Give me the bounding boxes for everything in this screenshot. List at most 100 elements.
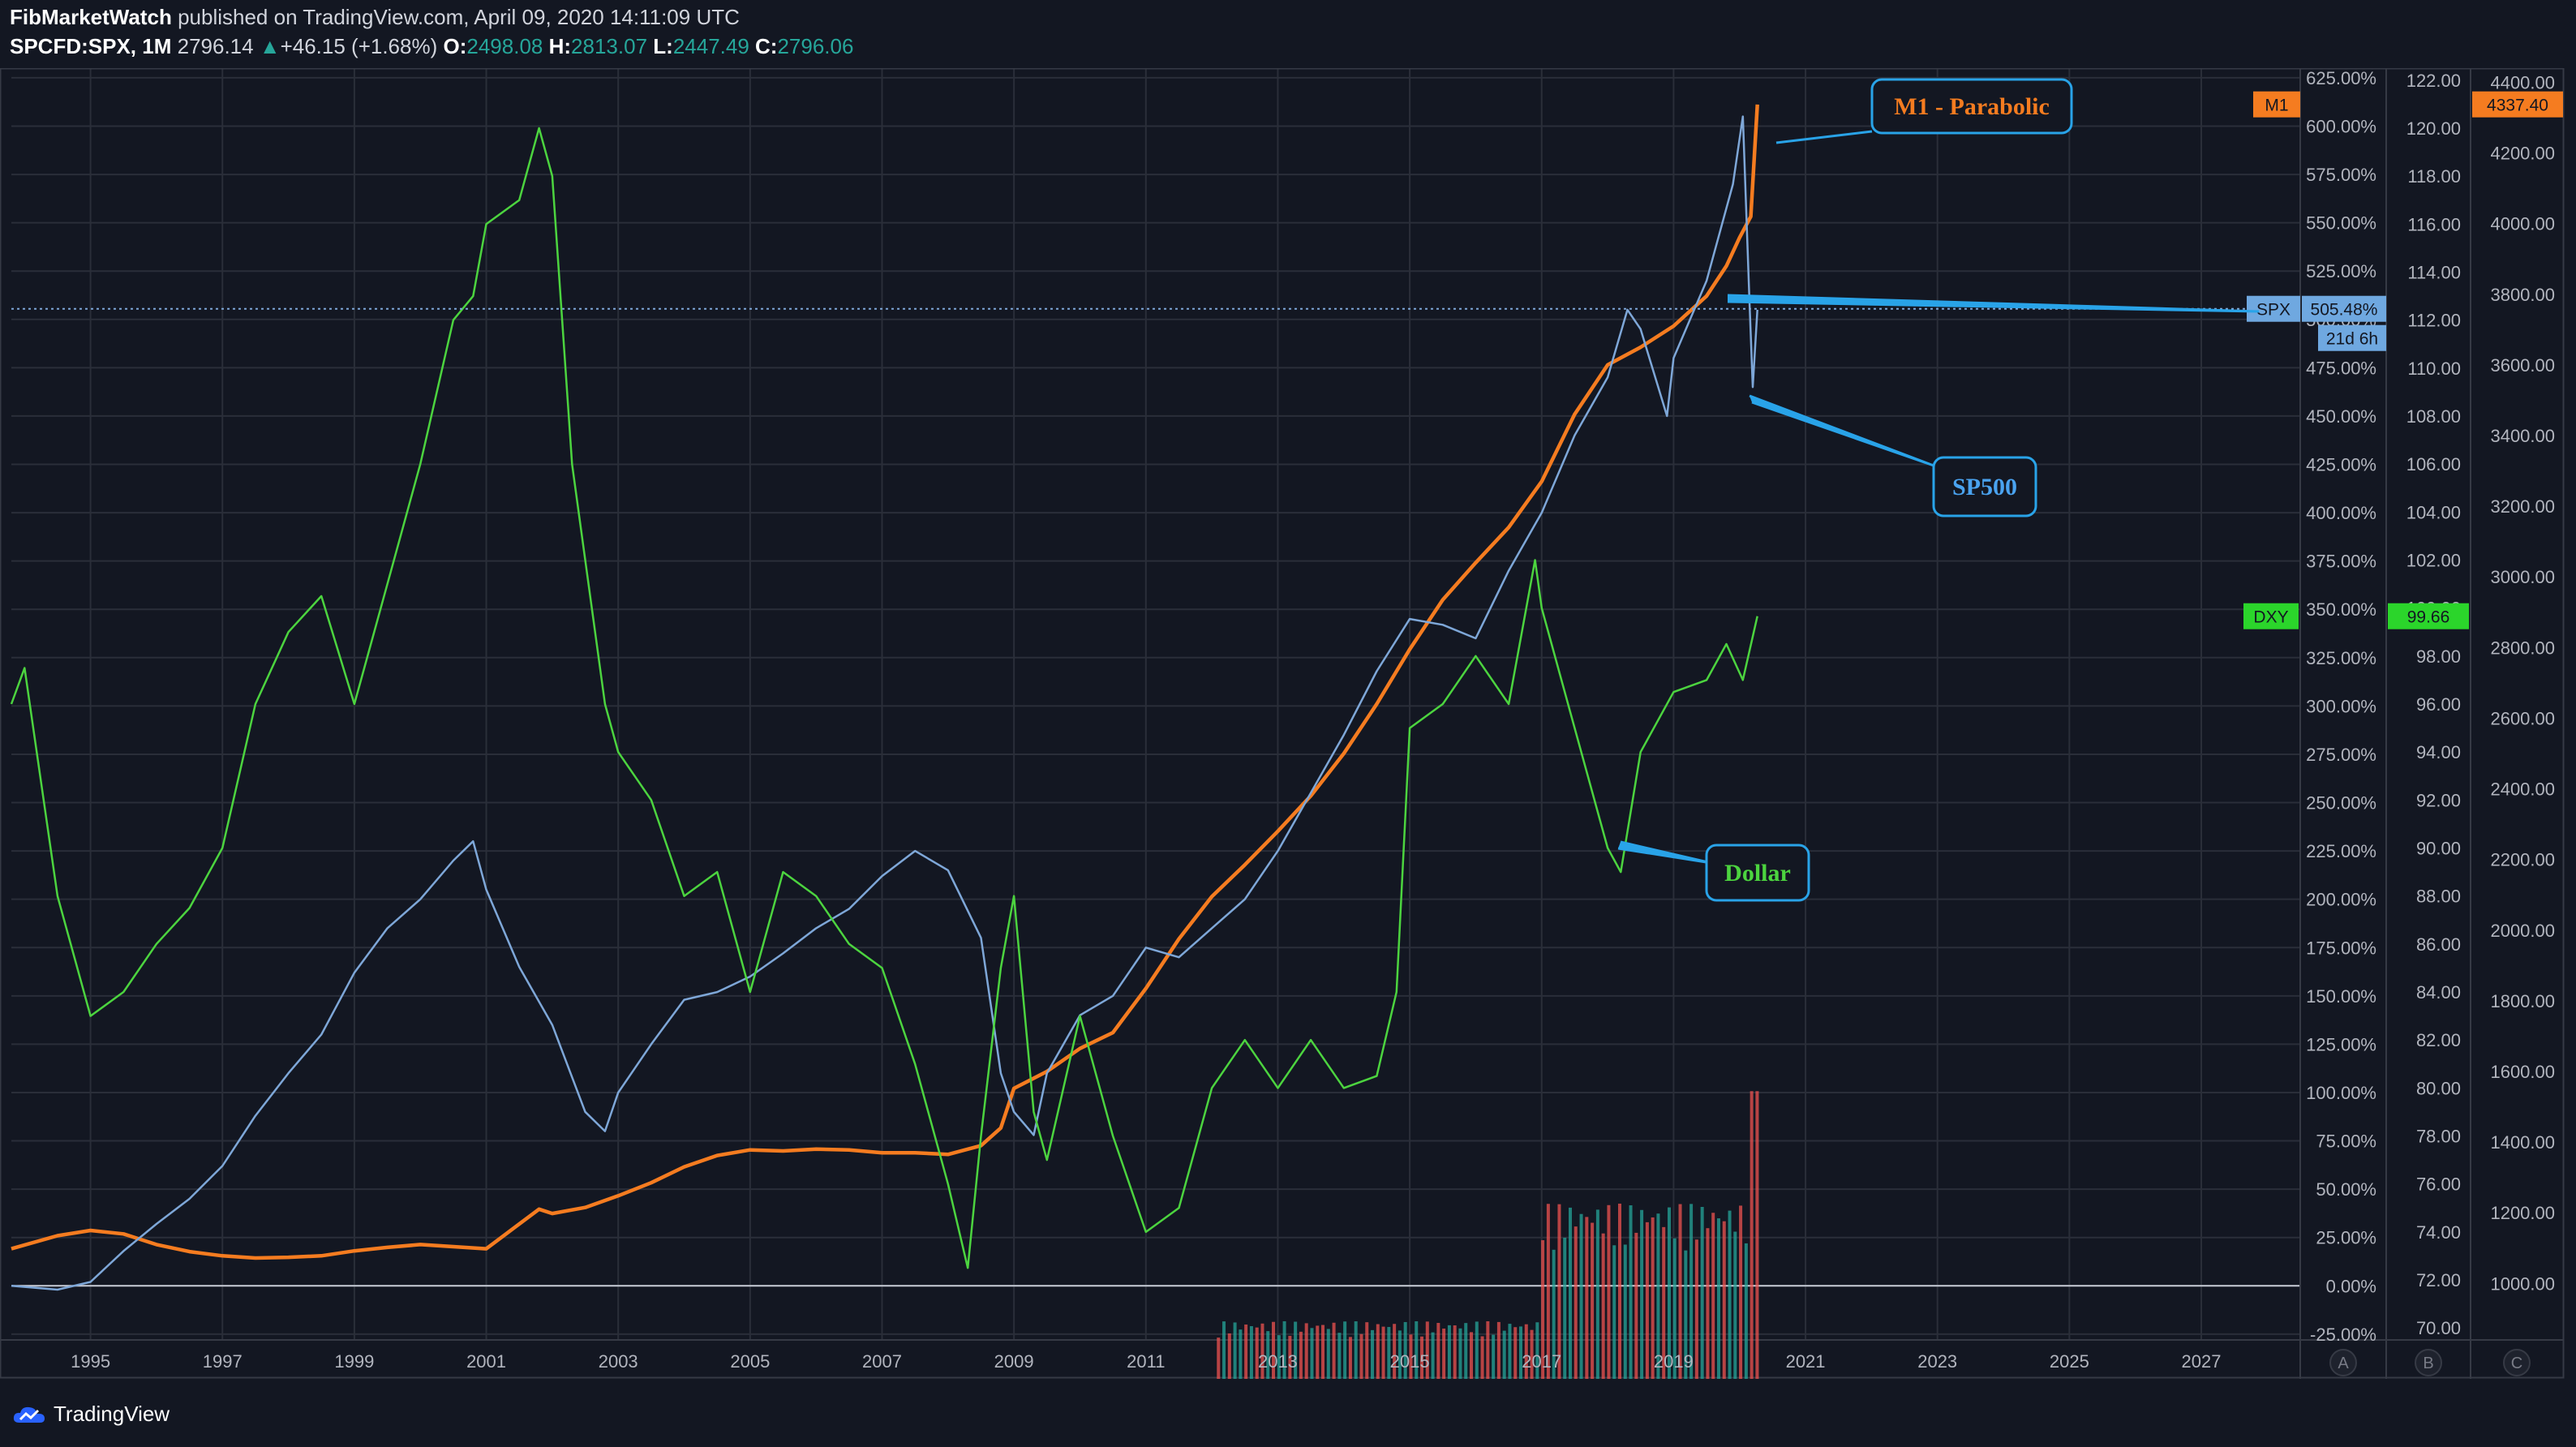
volume-bar <box>1217 1338 1221 1379</box>
dxy-tick-label: 106.00 <box>2406 454 2461 474</box>
m1-tick-label: 2000.00 <box>2490 921 2555 941</box>
m1-tick-label: 2600.00 <box>2490 708 2555 728</box>
pct-tick-label: 25.00% <box>2316 1228 2376 1248</box>
year-tick-label: 2011 <box>1127 1351 1165 1372</box>
dxy-tick-label: 122.00 <box>2406 71 2461 91</box>
chart-background <box>0 68 2576 1379</box>
sp500-callout-box <box>1932 456 2037 517</box>
dxy-last-value-tag-bg <box>2388 603 2469 629</box>
volume-bar <box>1694 1239 1698 1379</box>
chart-footer: TradingView <box>0 1379 2576 1447</box>
publish-info: FibMarketWatch published on TradingView.… <box>10 5 740 30</box>
m1-tick-label: 3600.00 <box>2490 355 2555 376</box>
volume-bar <box>1233 1322 1237 1379</box>
volume-bar <box>1706 1228 1710 1379</box>
year-tick-label: 2007 <box>862 1351 902 1372</box>
low-value: 2447.49 <box>672 34 749 58</box>
volume-bar <box>1623 1244 1627 1379</box>
volume-bar <box>1337 1333 1342 1379</box>
volume-bar <box>1227 1333 1231 1379</box>
pct-tick-label: 275.00% <box>2306 745 2376 765</box>
year-tick-label: 2013 <box>1258 1351 1298 1372</box>
m1-tick-label: 1600.00 <box>2490 1062 2555 1082</box>
axis-labels: 625.00%600.00%575.00%550.00%525.00%500.0… <box>71 68 2555 1372</box>
m1-tick-label: 1400.00 <box>2490 1132 2555 1153</box>
volume-bar <box>1464 1323 1468 1379</box>
volume-bar <box>1431 1332 1435 1379</box>
open-label: O: <box>443 34 467 58</box>
author-name[interactable]: FibMarketWatch <box>10 5 172 29</box>
year-tick-label: 2017 <box>1522 1351 1561 1372</box>
volume-bar <box>1519 1326 1523 1379</box>
published-text: published on TradingView.com, April 09, … <box>178 5 740 29</box>
sp500-callout: SP500 <box>1952 474 2017 500</box>
volume-bar <box>1277 1335 1281 1379</box>
volume-bar <box>1387 1327 1391 1379</box>
volume-bar <box>1316 1325 1320 1379</box>
m1-scale-tag-bg <box>2253 91 2300 118</box>
volume-bar <box>1651 1217 1655 1379</box>
m1-tick-label: 2800.00 <box>2490 638 2555 658</box>
low-label: L: <box>653 34 673 58</box>
volume-bar <box>1716 1218 1720 1379</box>
volume-bar <box>1672 1238 1677 1379</box>
volume-bar <box>1475 1321 1479 1379</box>
volume-bar <box>1304 1323 1308 1379</box>
volume-bar <box>1415 1320 1419 1379</box>
volume-bar <box>1365 1322 1369 1379</box>
volume-bar <box>1568 1207 1572 1379</box>
symbol-label[interactable]: SPCFD:SPX, 1M <box>10 34 172 58</box>
dxy-tick-label: 84.00 <box>2416 982 2461 1003</box>
volume-bar <box>1591 1222 1595 1379</box>
chart-frame <box>0 68 2565 1379</box>
volume-bar <box>1310 1328 1314 1379</box>
year-tick-label: 2009 <box>994 1351 1034 1372</box>
dollar-callout: Dollar <box>1724 860 1791 887</box>
volume-bar <box>1458 1328 1462 1379</box>
year-tick-label: 2023 <box>1917 1351 1957 1372</box>
pct-tick-label: 450.00% <box>2306 406 2376 427</box>
dxy-tick-label: 104.00 <box>2406 502 2461 522</box>
m1-tick-label: 4000.00 <box>2490 214 2555 234</box>
pct-tick-label: 325.00% <box>2306 648 2376 668</box>
pct-tick-label: 225.00% <box>2306 841 2376 861</box>
m1-last-value-tag: 4337.40 <box>2487 97 2548 115</box>
volume-bar <box>1442 1328 1446 1379</box>
dxy-tick-label: 114.00 <box>2407 262 2461 282</box>
tradingview-logo[interactable]: TradingView <box>11 1402 170 1427</box>
scale-button <box>2503 1349 2531 1376</box>
dxy-scale-tag-bg <box>2243 603 2299 629</box>
price-chart[interactable]: 625.00%600.00%575.00%550.00%525.00%500.0… <box>0 68 2576 1379</box>
volume-bar <box>1755 1091 1759 1379</box>
year-tick-label: 2027 <box>2182 1351 2222 1372</box>
m1-tick-label: 1800.00 <box>2490 991 2555 1011</box>
volume-bar <box>1266 1331 1270 1379</box>
close-label: C: <box>755 34 778 58</box>
volume-bar <box>1272 1321 1276 1379</box>
volume-bar <box>1397 1330 1402 1379</box>
m1-callout-box <box>1870 78 2073 135</box>
spx-last-value-tag: 505.48% <box>2311 301 2378 320</box>
m1-tick-label: 1200.00 <box>2490 1203 2555 1223</box>
scale-button-label: B <box>2423 1355 2433 1372</box>
volume-bar <box>1249 1326 1253 1379</box>
volume-bar <box>1684 1250 1688 1379</box>
dxy-tick-label: 78.00 <box>2416 1127 2461 1147</box>
volume-bar <box>1601 1233 1605 1379</box>
series-line-m1 <box>11 104 1759 1260</box>
m1-scale-tag: M1 <box>2265 97 2288 115</box>
pct-tick-label: -25.00% <box>2310 1325 2376 1345</box>
volume-bar <box>1393 1324 1397 1379</box>
scale-button <box>2329 1349 2357 1376</box>
pct-tick-label: 625.00% <box>2306 68 2376 88</box>
year-tick-label: 2025 <box>2050 1351 2089 1372</box>
volume-bar <box>1750 1091 1754 1379</box>
year-tick-label: 1999 <box>334 1351 374 1372</box>
pct-tick-label: 525.00% <box>2306 261 2376 281</box>
ohlc-legend: SPCFD:SPX, 1M 2796.14 ▲+46.15 (+1.68%) O… <box>10 34 853 59</box>
volume-bar <box>1321 1325 1325 1379</box>
series-line-spx <box>11 115 1758 1291</box>
volume-bar <box>1420 1336 1424 1379</box>
dxy-tick-label: 118.00 <box>2407 166 2461 187</box>
volume-bar <box>1513 1327 1518 1379</box>
